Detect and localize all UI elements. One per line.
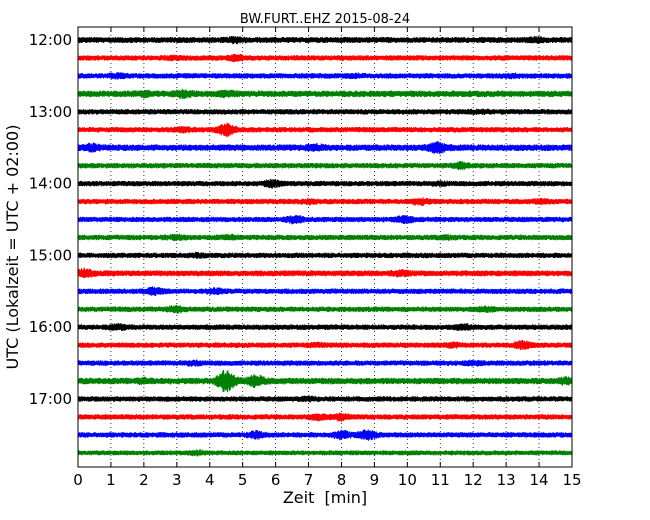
tick-marks	[77, 27, 573, 467]
x-tick-label: 5	[238, 471, 248, 489]
y-tick-label: 12:00	[29, 31, 72, 49]
x-tick-label: 2	[139, 471, 149, 489]
x-tick-label: 8	[337, 471, 347, 489]
x-tick-label: 15	[562, 471, 581, 489]
seismic-trace-1215	[77, 53, 573, 63]
x-tick-label: 14	[530, 471, 549, 489]
seismic-trace-1315	[77, 122, 573, 137]
seismic-trace-1645	[77, 369, 573, 393]
x-tick-label: 1	[106, 471, 116, 489]
plot-frame	[77, 26, 573, 468]
x-tick-label: 12	[464, 471, 483, 489]
y-tick-label: 17:00	[29, 390, 72, 408]
y-tick-label: 15:00	[29, 246, 72, 264]
seismic-trace-1300	[77, 108, 573, 116]
seismic-trace-1500	[77, 251, 573, 259]
seismic-trace-1630	[77, 359, 573, 367]
seismic-trace-1415	[77, 197, 573, 207]
x-tick-label: 0	[73, 471, 83, 489]
seismic-trace-1530	[77, 286, 573, 297]
seismic-trace-1515	[77, 267, 573, 279]
grid-lines	[110, 27, 540, 467]
seismic-trace-1445	[77, 233, 573, 242]
seismic-trace-1200	[77, 35, 573, 45]
trace-layer	[77, 35, 573, 457]
x-tick-label: 7	[304, 471, 314, 489]
seismic-trace-1715	[77, 412, 573, 422]
y-tick-label: 13:00	[29, 103, 72, 121]
x-tick-label: 9	[370, 471, 380, 489]
x-tick-label: 6	[271, 471, 281, 489]
y-tick-label: 14:00	[29, 175, 72, 193]
seismic-trace-1600	[77, 323, 573, 331]
seismic-trace-1345	[77, 160, 573, 171]
x-tick-label: 13	[497, 471, 516, 489]
x-tick-label: 3	[172, 471, 182, 489]
x-tick-label: 4	[205, 471, 215, 489]
x-axis-title: Zeit [min]	[283, 488, 367, 507]
x-tick-label: 11	[431, 471, 450, 489]
seismic-trace-1330	[77, 141, 573, 154]
seismic-trace-1400	[77, 178, 573, 189]
seismic-trace-1230	[77, 72, 573, 80]
seismic-trace-1730	[77, 429, 573, 441]
y-tick-label: 16:00	[29, 318, 72, 336]
y-axis-title: UTC (Lokalzeit = UTC + 02:00)	[3, 125, 22, 370]
seismic-trace-1245	[77, 88, 573, 99]
seismic-trace-1745	[77, 449, 573, 457]
chart-title: BW.FURT..EHZ 2015-08-24	[240, 12, 410, 27]
seismic-trace-1700	[77, 395, 573, 403]
seismic-trace-1430	[77, 214, 573, 225]
seismic-trace-1545	[77, 304, 573, 314]
seismic-trace-1615	[77, 340, 573, 351]
x-tick-label: 10	[398, 471, 417, 489]
